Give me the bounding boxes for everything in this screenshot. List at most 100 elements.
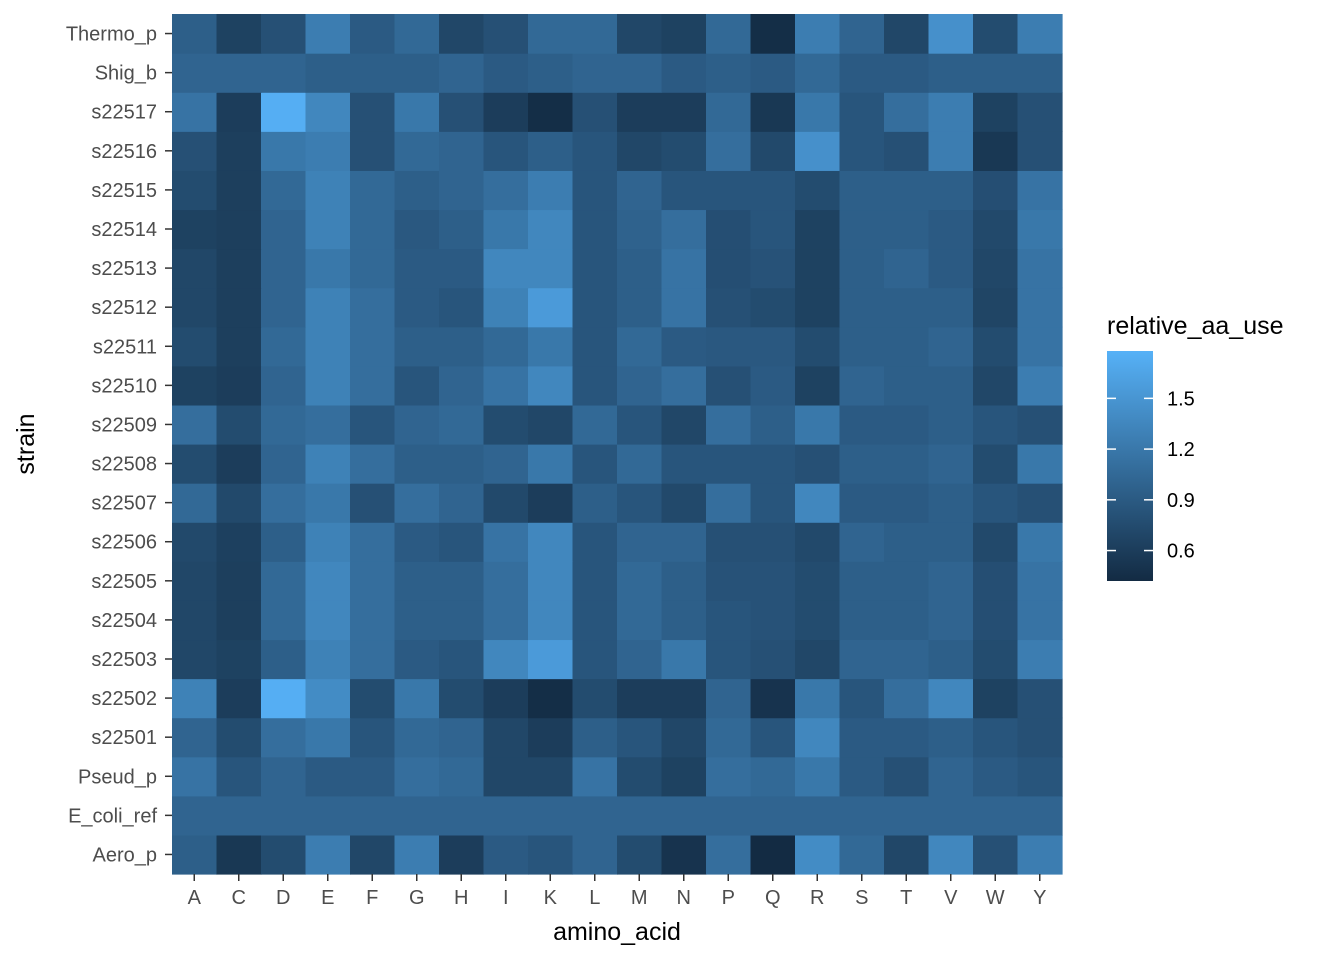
y-tick-label: s22515 bbox=[91, 180, 157, 202]
heatmap-cell-Pseud_p-K bbox=[528, 756, 574, 797]
y-tick-label: E_coli_ref bbox=[68, 805, 157, 827]
heatmap-cell-s22504-K bbox=[528, 600, 574, 641]
heatmap-cell-Pseud_p-P bbox=[706, 756, 752, 797]
heatmap-cell-s22506-N bbox=[661, 522, 707, 562]
heatmap-cell-s22513-N bbox=[661, 248, 707, 289]
heatmap-cell-s22507-I bbox=[483, 483, 529, 523]
heatmap-cell-s22508-E bbox=[305, 444, 351, 484]
heatmap-cell-s22504-L bbox=[572, 600, 618, 641]
heatmap-cell-Shig_b-P bbox=[706, 53, 752, 93]
heatmap-cell-s22516-Y bbox=[1017, 131, 1063, 171]
heatmap-cell-s22511-I bbox=[483, 326, 529, 367]
heatmap-cell-E_coli_ref-L bbox=[572, 795, 618, 836]
heatmap-cell-s22502-K bbox=[528, 678, 574, 719]
heatmap-cell-s22504-E bbox=[305, 600, 351, 641]
heatmap-cell-Shig_b-E bbox=[305, 53, 351, 93]
heatmap-cell-Shig_b-G bbox=[394, 53, 440, 93]
heatmap-cell-s22511-A bbox=[172, 326, 218, 367]
heatmap-cell-s22514-C bbox=[216, 209, 262, 250]
heatmap-cell-s22510-A bbox=[172, 365, 218, 406]
heatmap-cell-s22511-W bbox=[973, 326, 1019, 367]
x-tick-label: K bbox=[544, 887, 558, 909]
heatmap-cell-s22511-L bbox=[572, 326, 618, 367]
heatmap-cell-s22511-C bbox=[216, 326, 262, 367]
y-tick-label: Pseud_p bbox=[78, 766, 157, 788]
heatmap-cell-s22515-N bbox=[661, 170, 707, 211]
heatmap-cell-s22505-A bbox=[172, 561, 218, 601]
heatmap-cell-s22507-L bbox=[572, 483, 618, 523]
heatmap-cell-Aero_p-L bbox=[572, 834, 618, 875]
heatmap-cell-s22515-V bbox=[928, 170, 974, 211]
heatmap-cell-s22505-D bbox=[261, 561, 307, 601]
heatmap-cell-E_coli_ref-N bbox=[661, 795, 707, 836]
heatmap-cell-Aero_p-C bbox=[216, 834, 262, 875]
y-tick-label: s22501 bbox=[91, 727, 157, 749]
heatmap-cell-s22509-P bbox=[706, 404, 752, 445]
heatmap-cell-s22503-S bbox=[839, 639, 885, 680]
heatmap-cell-s22516-S bbox=[839, 131, 885, 171]
heatmap-cell-s22508-F bbox=[350, 444, 396, 484]
heatmap-cell-s22502-H bbox=[439, 678, 485, 719]
heatmap-cell-s22506-F bbox=[350, 522, 396, 562]
heatmap-cell-s22514-I bbox=[483, 209, 529, 250]
heatmap-cell-Shig_b-M bbox=[617, 53, 663, 93]
heatmap-cell-s22516-E bbox=[305, 131, 351, 171]
heatmap-cell-s22516-F bbox=[350, 131, 396, 171]
heatmap-cell-Thermo_p-M bbox=[617, 14, 663, 54]
heatmap-cell-s22513-D bbox=[261, 248, 307, 289]
heatmap-cell-s22516-H bbox=[439, 131, 485, 171]
heatmap-cell-s22505-W bbox=[973, 561, 1019, 601]
heatmap-cell-s22501-K bbox=[528, 717, 574, 758]
legend-tick-label: 1.5 bbox=[1167, 388, 1195, 410]
heatmap-cell-Shig_b-Y bbox=[1017, 53, 1063, 93]
heatmap-cell-s22507-T bbox=[884, 483, 930, 523]
heatmap-cell-s22514-F bbox=[350, 209, 396, 250]
heatmap-cell-E_coli_ref-A bbox=[172, 795, 218, 836]
heatmap-cell-s22511-M bbox=[617, 326, 663, 367]
heatmap-cell-s22503-M bbox=[617, 639, 663, 680]
heatmap-cell-E_coli_ref-I bbox=[483, 795, 529, 836]
heatmap-cell-s22515-L bbox=[572, 170, 618, 211]
heatmap-cell-s22507-R bbox=[795, 483, 841, 523]
y-tick-label: s22516 bbox=[91, 141, 157, 163]
heatmap-cell-Pseud_p-C bbox=[216, 756, 262, 797]
heatmap-cell-s22508-N bbox=[661, 444, 707, 484]
heatmap-cell-s22514-M bbox=[617, 209, 663, 250]
heatmap-cell-Shig_b-A bbox=[172, 53, 218, 93]
heatmap-cell-Shig_b-D bbox=[261, 53, 307, 93]
x-tick-label: L bbox=[589, 887, 600, 909]
heatmap-cell-s22515-W bbox=[973, 170, 1019, 211]
heatmap-cell-s22505-N bbox=[661, 561, 707, 601]
heatmap-cell-s22507-K bbox=[528, 483, 574, 523]
heatmap-cell-s22510-G bbox=[394, 365, 440, 406]
heatmap-cell-s22504-Q bbox=[750, 600, 796, 641]
heatmap-cell-s22507-Y bbox=[1017, 483, 1063, 523]
heatmap-cell-s22517-N bbox=[661, 92, 707, 132]
heatmap-cell-Shig_b-R bbox=[795, 53, 841, 93]
heatmap-cell-s22517-H bbox=[439, 92, 485, 132]
heatmap-cell-E_coli_ref-M bbox=[617, 795, 663, 836]
heatmap-cell-Thermo_p-P bbox=[706, 14, 752, 54]
heatmap-cell-s22509-D bbox=[261, 404, 307, 445]
heatmap-cell-Pseud_p-V bbox=[928, 756, 974, 797]
heatmap-cell-s22501-C bbox=[216, 717, 262, 758]
heatmap-cell-Shig_b-K bbox=[528, 53, 574, 93]
y-tick-label: s22513 bbox=[91, 258, 157, 280]
legend-tick-label: 0.9 bbox=[1167, 490, 1195, 512]
heatmap-cell-s22509-N bbox=[661, 404, 707, 445]
heatmap-cell-Shig_b-I bbox=[483, 53, 529, 93]
heatmap-cell-s22512-N bbox=[661, 287, 707, 328]
heatmap-cell-E_coli_ref-E bbox=[305, 795, 351, 836]
heatmap-cell-s22509-Q bbox=[750, 404, 796, 445]
heatmap-cell-s22503-N bbox=[661, 639, 707, 680]
heatmap-cell-Aero_p-E bbox=[305, 834, 351, 875]
heatmap-cell-s22513-G bbox=[394, 248, 440, 289]
heatmap-cell-s22501-G bbox=[394, 717, 440, 758]
heatmap-cell-s22511-V bbox=[928, 326, 974, 367]
heatmap-cell-s22513-K bbox=[528, 248, 574, 289]
heatmap-cell-s22510-Y bbox=[1017, 365, 1063, 406]
heatmap-cell-s22502-S bbox=[839, 678, 885, 719]
heatmap-cell-Thermo_p-R bbox=[795, 14, 841, 54]
heatmap-cell-s22510-V bbox=[928, 365, 974, 406]
heatmap-cell-s22501-H bbox=[439, 717, 485, 758]
